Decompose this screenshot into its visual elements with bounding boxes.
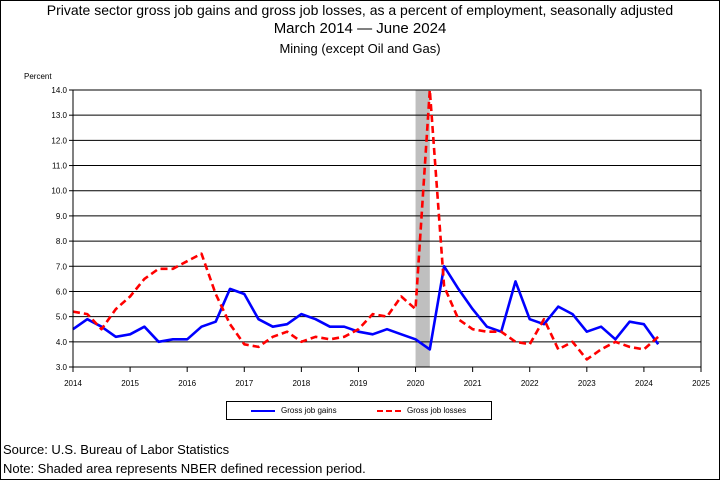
y-tick-label: 9.0 (56, 212, 68, 221)
x-tick-label: 2015 (121, 379, 139, 388)
y-tick-label: 10.0 (51, 187, 67, 196)
legend-item-gains: Gross job gains (251, 402, 337, 419)
y-tick-label: 14.0 (51, 86, 67, 95)
recession-note: Note: Shaded area represents NBER define… (3, 461, 366, 476)
legend-item-losses: Gross job losses (377, 402, 466, 419)
y-tick-label: 13.0 (51, 111, 67, 120)
x-tick-label: 2024 (635, 379, 653, 388)
line-chart: 3.0 4.0 5.0 6.0 7.0 8.0 9.0 10.0 11.0 12.0 13.0 14.… (51, 86, 710, 388)
legend-label-gains: Gross job gains (281, 406, 337, 415)
y-tick-label: 6.0 (56, 287, 68, 296)
x-tick-label: 2025 (692, 379, 710, 388)
source-note: Source: U.S. Bureau of Labor Statistics (3, 442, 230, 457)
legend-label-losses: Gross job losses (407, 406, 467, 415)
chart-subtitle: Mining (except Oil and Gas) (279, 41, 441, 56)
legend-swatch-losses (377, 409, 401, 412)
x-tick-label: 2018 (292, 379, 310, 388)
y-tick-label: 7.0 (56, 262, 68, 271)
chart-legend: Gross job gains Gross job losses (226, 401, 492, 420)
plot-area-border (72, 89, 702, 368)
gross-job-gains-line (72, 264, 660, 351)
y-tick-label: 12.0 (51, 136, 67, 145)
x-tick-label: 2023 (578, 379, 596, 388)
y-tick-label: 11.0 (52, 162, 68, 171)
chart-date-range: March 2014 — June 2024 (273, 20, 447, 37)
x-tick-label: 2022 (521, 379, 539, 388)
gross-job-losses-line (72, 88, 660, 361)
y-tick-label: 8.0 (56, 237, 68, 246)
x-tick-label: 2016 (178, 379, 196, 388)
legend-swatch-gains (251, 409, 275, 412)
y-tick-label: 5.0 (56, 313, 68, 322)
x-tick-label: 2014 (64, 379, 82, 388)
x-tick-label: 2019 (350, 379, 368, 388)
x-tick-label: 2020 (407, 379, 425, 388)
y-axis-label: Percent (24, 72, 52, 81)
y-tick-label: 4.0 (56, 338, 68, 347)
x-tick-label: 2021 (464, 379, 482, 388)
x-tick-label: 2017 (235, 379, 253, 388)
chart-title: Private sector gross job gains and gross… (46, 2, 674, 18)
y-tick-label: 3.0 (56, 363, 68, 372)
recession-shading (415, 90, 430, 367)
